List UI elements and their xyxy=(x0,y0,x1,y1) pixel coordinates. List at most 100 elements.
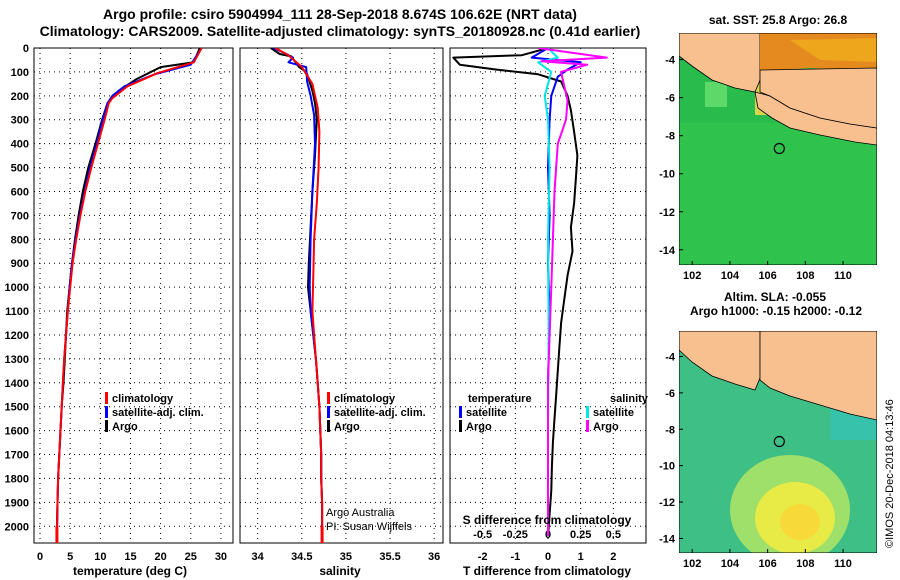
sla-map-subtitle: Argo h1000: -0.15 h2000: -0.12 xyxy=(690,304,862,318)
x-tick-label: 0 xyxy=(545,551,551,563)
x-tick-label: 2 xyxy=(610,551,616,563)
sla-high-core xyxy=(780,504,820,540)
legend-label-argo-s: Argo xyxy=(593,421,619,433)
pi-credit: PI: Susan Wijffels xyxy=(326,521,412,533)
depth-tick-label: 800 xyxy=(11,234,29,246)
figure-title-line-1: Argo profile: csiro 5904994_111 28-Sep-2… xyxy=(103,6,577,22)
x-tick-label: 34 xyxy=(252,551,265,563)
temperature-legend: climatology satellite-adj. clim. Argo xyxy=(105,392,204,433)
x-tick-label: 36 xyxy=(428,551,440,563)
x-tick-label: 35.5 xyxy=(379,551,400,563)
legend-swatch-argo xyxy=(105,420,108,432)
x-tick-label: 30 xyxy=(215,551,227,563)
sst-map xyxy=(679,33,877,265)
x-tick-label: 1 xyxy=(578,551,584,563)
map-lat-label: -6 xyxy=(665,388,675,400)
s-diff-tick-label: 0.25 xyxy=(570,529,591,541)
map-lat-label: -8 xyxy=(665,131,675,143)
legend-label-sat-t: satellite xyxy=(466,407,507,419)
x-axes: 0 5 10 15 20 25 30 34 34.5 35 35.5 36 -2 -1 0 1 2 -0.5 -0.… xyxy=(37,529,621,563)
imos-timestamp: ©IMOS 20-Dec-2018 04:13:46 xyxy=(884,399,896,548)
map-lat-label: -8 xyxy=(665,424,675,436)
depth-tick-label: 1900 xyxy=(5,497,29,509)
depth-tick-label: 100 xyxy=(11,67,29,79)
depth-tick-label: 700 xyxy=(11,210,29,222)
map-lon-label: 106 xyxy=(758,558,776,570)
map-lon-label: 108 xyxy=(796,270,814,282)
map-lon-label: 110 xyxy=(834,270,852,282)
difference-profile-argo-s-line xyxy=(538,48,608,536)
depth-tick-label: 1700 xyxy=(5,450,29,462)
profile-series xyxy=(55,48,608,543)
s-diff-tick-label: -0.25 xyxy=(503,529,528,541)
temperature-profile-climatology-line xyxy=(55,48,203,536)
map-lon-label: 104 xyxy=(721,558,740,570)
panel-series-group xyxy=(270,48,324,543)
java-north-land xyxy=(759,67,877,129)
depth-tick-label: 1400 xyxy=(5,378,29,390)
legend-label-satellite: satellite-adj. clim. xyxy=(112,407,204,419)
map-lat-label: -12 xyxy=(659,497,675,509)
legend-label-argo: Argo xyxy=(334,421,360,433)
temperature-axis-label: temperature (deg C) xyxy=(73,564,187,578)
depth-tick-label: 1100 xyxy=(5,306,29,318)
s-diff-tick-label: 0.5 xyxy=(606,529,621,541)
difference-profile-argo-t-line xyxy=(452,48,579,536)
sst-cool-patch xyxy=(705,82,727,107)
s-diff-tick-label: -0.5 xyxy=(473,529,492,541)
s-difference-axis-label: S difference from climatology xyxy=(463,513,632,527)
map-lat-label: -6 xyxy=(665,93,675,105)
legend-swatch-satellite xyxy=(105,406,108,418)
depth-tick-label: 1000 xyxy=(5,282,29,294)
depth-tick-label: 500 xyxy=(11,163,29,175)
legend-title-temperature: temperature xyxy=(468,393,532,405)
figure-title-line-2: Climatology: CARS2009. Satellite-adjuste… xyxy=(40,23,641,39)
x-tick-label: 20 xyxy=(155,551,167,563)
temperature-panel xyxy=(33,47,234,544)
depth-tick-label: 2000 xyxy=(5,521,29,533)
depth-tick-label: 600 xyxy=(11,186,29,198)
map-lon-label: 104 xyxy=(721,270,740,282)
depth-tick-label: 1800 xyxy=(5,473,29,485)
legend-title-salinity: salinity xyxy=(610,393,649,405)
legend-label-sat-s: satellite xyxy=(593,407,634,419)
map-lon-label: 102 xyxy=(683,270,701,282)
depth-tick-label: 1500 xyxy=(5,402,29,414)
map-lat-label: -10 xyxy=(659,461,675,473)
legend-swatch-climatology xyxy=(327,392,330,404)
x-tick-label: 0 xyxy=(37,551,43,563)
legend-label-climatology: climatology xyxy=(112,393,174,405)
depth-axis: 0 100 200 300 400 500 600 700 800 900 1000 1100 1200… xyxy=(5,43,29,533)
map-lat-label: -10 xyxy=(659,169,675,181)
map-lat-label: -4 xyxy=(665,351,676,363)
map-lat-label: -14 xyxy=(659,533,676,545)
depth-tick-label: 1600 xyxy=(5,426,29,438)
x-tick-label: -2 xyxy=(478,551,488,563)
argo-float-location-marker xyxy=(773,435,785,448)
map-lat-label: -12 xyxy=(659,207,675,219)
java-land xyxy=(759,331,877,421)
legend-swatch-sat-t xyxy=(459,406,462,418)
sla-map-title: Altim. SLA: -0.055 xyxy=(724,290,826,304)
salinity-panel xyxy=(239,47,444,544)
depth-tick-label: 300 xyxy=(11,115,29,127)
salinity-profile-climatology-line xyxy=(274,48,324,536)
salinity-axis-label: salinity xyxy=(319,564,361,578)
grid-layer xyxy=(34,47,646,543)
panel-series-group xyxy=(452,48,608,536)
legend-label-argo: Argo xyxy=(112,421,138,433)
legend-swatch-argo-t xyxy=(459,420,462,432)
legend-swatch-argo xyxy=(327,420,330,432)
map-lat-label: -4 xyxy=(665,55,676,67)
x-tick-label: 25 xyxy=(185,551,197,563)
map-lon-label: 108 xyxy=(796,558,814,570)
legend-swatch-argo-s xyxy=(586,420,589,432)
depth-tick-label: 1300 xyxy=(5,354,29,366)
map-lon-label: 102 xyxy=(683,558,701,570)
map-axes: 102 104 106 108 110 -4 -6 -8 -10 -12 -14 102 104 106 1… xyxy=(659,55,852,570)
x-tick-label: 5 xyxy=(67,551,73,563)
sst-map-title: sat. SST: 25.8 Argo: 26.8 xyxy=(709,13,848,27)
x-tick-label: 10 xyxy=(94,551,106,563)
x-tick-label: 34.5 xyxy=(291,551,312,563)
